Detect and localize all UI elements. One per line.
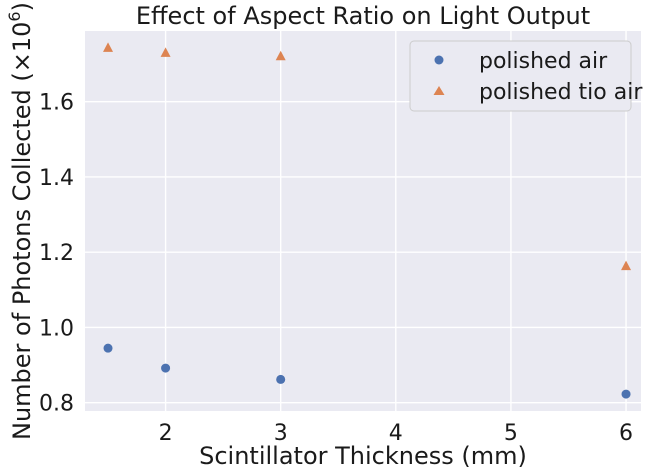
data-point-polished-tio-air <box>160 47 171 57</box>
tick-labels: 2 3 4 5 6 0.8 1.0 1.2 1.4 1.6 <box>39 91 633 446</box>
data-point-polished-tio-air <box>621 260 632 271</box>
y-axis-label-close: ) <box>8 2 36 11</box>
data-point-polished-air <box>161 363 171 373</box>
x-axis-label: Scintillator Thickness (mm) <box>199 442 527 470</box>
x-tick-label: 4 <box>389 421 403 446</box>
series-polished-air <box>103 343 631 399</box>
x-tick-label: 5 <box>504 421 518 446</box>
x-tick-label: 3 <box>274 421 288 446</box>
series-polished-tio-air <box>103 42 632 271</box>
legend-box <box>409 40 632 112</box>
y-tick-label: 1.2 <box>39 241 74 266</box>
data-point-polished-air <box>621 389 631 399</box>
data-point-polished-tio-air <box>275 50 286 61</box>
data-point-polished-tio-air <box>103 42 114 52</box>
y-tick-label: 1.0 <box>39 316 74 341</box>
legend-marker-polished-air <box>434 55 444 65</box>
y-axis-label: Number of Photons Collected (×106) <box>5 2 36 440</box>
legend-marker-polished-tio-air <box>433 86 445 95</box>
x-tick-label: 2 <box>159 421 173 446</box>
y-tick-label: 0.8 <box>39 392 74 417</box>
data-point-polished-air <box>103 343 113 353</box>
legend: polished air polished tio air <box>409 40 643 112</box>
y-axis-label-main: Number of Photons Collected (×10 <box>8 22 36 440</box>
y-tick-label: 1.4 <box>39 166 74 191</box>
chart-title: Effect of Aspect Ratio on Light Output <box>136 2 590 30</box>
data-point-polished-air <box>276 374 286 384</box>
legend-label-polished-tio-air: polished tio air <box>479 80 643 105</box>
data-points <box>103 42 632 399</box>
y-tick-label: 1.6 <box>39 91 74 116</box>
y-axis-label-exponent: 6 <box>5 11 24 21</box>
x-tick-label: 6 <box>619 421 633 446</box>
legend-label-polished-air: polished air <box>479 49 608 74</box>
